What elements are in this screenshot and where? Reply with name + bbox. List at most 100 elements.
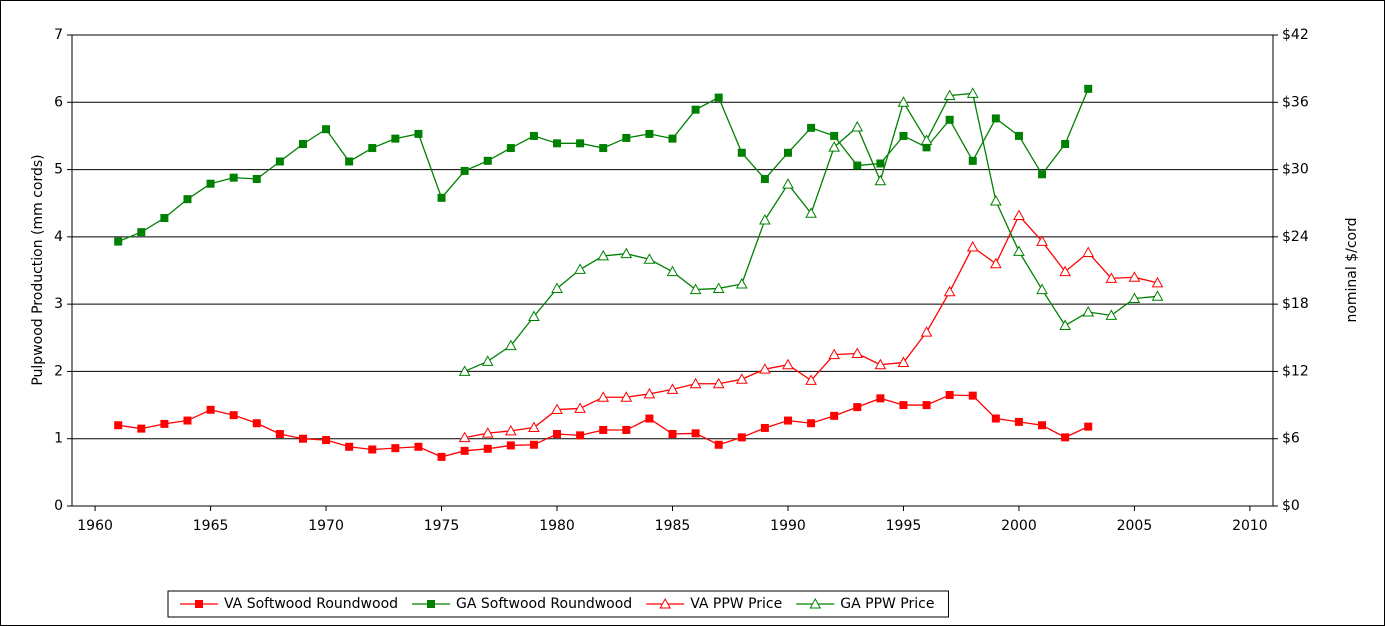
marker [735, 277, 748, 289]
marker [529, 131, 538, 140]
x-tick-label: 1990 [770, 518, 806, 534]
y-tick-label: 2 [54, 363, 63, 379]
y-tick-label: 4 [54, 229, 63, 245]
marker [1014, 131, 1023, 140]
marker [712, 282, 725, 293]
legend-label: VA PPW Price [690, 596, 782, 612]
marker [851, 347, 864, 358]
marker [529, 440, 538, 449]
marker [689, 377, 702, 389]
y2-tick-label: $6 [1282, 431, 1300, 447]
marker [1036, 283, 1048, 295]
y2-tick-label: $12 [1282, 363, 1309, 379]
marker [689, 283, 702, 295]
marker [714, 93, 723, 102]
marker [458, 431, 471, 443]
marker [481, 355, 494, 366]
x-tick-label: 1985 [655, 518, 691, 534]
marker [807, 123, 816, 132]
marker [599, 425, 608, 434]
marker [922, 401, 931, 410]
legend-marker [427, 600, 436, 608]
marker [137, 424, 146, 433]
marker [805, 374, 817, 385]
marker [1014, 417, 1023, 426]
marker [760, 423, 769, 432]
marker [943, 285, 956, 297]
marker [1105, 272, 1118, 283]
legend-label: GA PPW Price [840, 596, 934, 612]
marker [920, 134, 933, 145]
marker [183, 195, 192, 204]
marker [807, 419, 816, 428]
marker [622, 425, 631, 434]
marker [275, 430, 284, 439]
marker [853, 161, 862, 170]
x-tick-label: 1965 [193, 518, 229, 534]
marker [876, 394, 885, 403]
marker [576, 139, 585, 148]
marker [759, 363, 771, 374]
marker [599, 144, 608, 153]
y-tick-label: 3 [54, 296, 63, 312]
marker [481, 427, 494, 438]
marker [853, 403, 862, 412]
marker [553, 139, 562, 148]
marker [1082, 246, 1095, 258]
marker [920, 326, 933, 337]
marker [298, 140, 307, 149]
marker [576, 431, 585, 440]
marker [160, 214, 169, 223]
y-tick-label: 6 [54, 94, 63, 110]
marker [368, 445, 377, 454]
marker [504, 424, 517, 436]
marker [506, 441, 515, 450]
y2-tick-label: $24 [1282, 229, 1309, 245]
marker [968, 156, 977, 165]
marker [968, 391, 977, 400]
marker [645, 414, 654, 423]
marker [759, 214, 771, 225]
marker [989, 257, 1002, 269]
marker [897, 96, 910, 107]
marker [897, 356, 910, 367]
marker [645, 129, 654, 138]
legend-marker [195, 600, 203, 608]
marker [805, 207, 817, 218]
marker [622, 133, 631, 142]
marker [922, 143, 931, 152]
marker [229, 173, 238, 182]
marker [114, 421, 123, 430]
marker [368, 144, 377, 153]
marker [597, 391, 610, 402]
marker [760, 174, 769, 183]
x-tick-label: 1970 [308, 518, 344, 534]
y2-tick-label: $30 [1282, 162, 1309, 178]
marker [668, 430, 677, 439]
marker [737, 433, 746, 442]
marker [1013, 245, 1025, 256]
marker [1082, 305, 1095, 317]
marker [1128, 271, 1141, 282]
legend-marker [659, 597, 672, 609]
legend: VA Softwood Roundwood GA Softwood Roundwo… [167, 590, 949, 618]
marker [643, 253, 656, 264]
x-tick-label: 1975 [424, 518, 460, 534]
marker [620, 247, 633, 259]
marker [714, 440, 723, 449]
marker [782, 178, 794, 189]
marker [574, 402, 586, 413]
marker [114, 237, 123, 246]
y2-tick-label: $18 [1282, 296, 1309, 312]
marker [460, 446, 469, 455]
marker [1128, 292, 1141, 304]
marker [899, 401, 908, 410]
marker [252, 174, 261, 183]
marker [345, 442, 354, 451]
marker [735, 373, 748, 384]
marker [528, 421, 540, 432]
marker [620, 391, 633, 402]
marker [991, 114, 1000, 123]
